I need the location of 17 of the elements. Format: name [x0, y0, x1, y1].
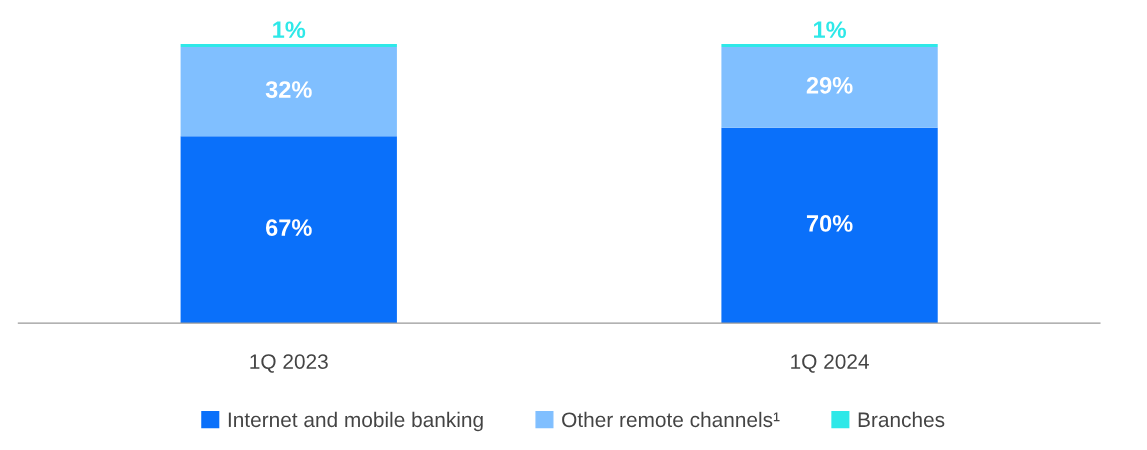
legend-label: Branches — [858, 411, 945, 428]
data-label: 29% — [806, 76, 853, 94]
bar — [180, 46, 397, 137]
legend-label: Internet and mobile banking — [228, 411, 483, 432]
data-label: 70% — [806, 215, 853, 232]
data-label: 67% — [265, 219, 312, 236]
bar — [721, 127, 938, 324]
x-tick-label: 1Q 2023 — [250, 354, 328, 373]
data-label: 1% — [813, 21, 847, 38]
bar — [721, 44, 938, 47]
data-label: 1% — [273, 21, 306, 38]
bar — [180, 44, 397, 47]
x-tick-label: 1Q 2024 — [791, 354, 869, 373]
bar — [721, 46, 938, 128]
legend-label: Other remote channels¹ — [562, 411, 780, 428]
data-label: 32% — [265, 81, 312, 98]
bar — [180, 136, 397, 324]
